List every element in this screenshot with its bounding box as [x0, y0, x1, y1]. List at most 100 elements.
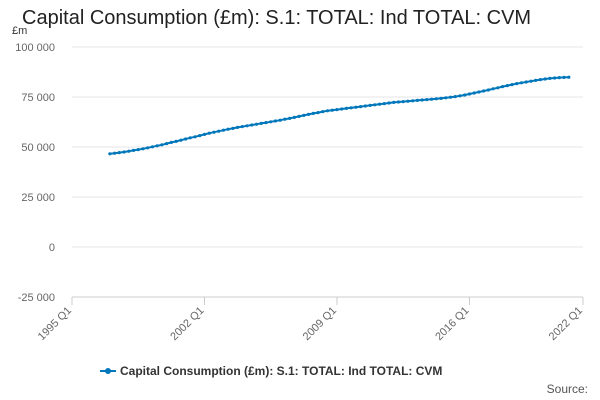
data-point[interactable]	[321, 110, 325, 114]
data-point[interactable]	[146, 146, 150, 150]
data-point[interactable]	[297, 114, 301, 118]
data-point[interactable]	[363, 104, 367, 108]
data-point[interactable]	[150, 145, 155, 149]
data-point[interactable]	[557, 76, 561, 80]
data-point[interactable]	[212, 130, 216, 134]
data-point[interactable]	[302, 113, 306, 117]
data-point[interactable]	[567, 75, 571, 79]
data-point[interactable]	[519, 81, 524, 85]
data-point[interactable]	[174, 139, 178, 143]
data-point[interactable]	[401, 100, 405, 104]
data-point[interactable]	[288, 116, 292, 120]
data-point[interactable]	[273, 119, 278, 123]
data-point[interactable]	[543, 77, 547, 81]
data-point[interactable]	[382, 102, 386, 106]
data-point[interactable]	[344, 106, 349, 110]
data-point[interactable]	[259, 121, 263, 125]
data-point[interactable]	[553, 76, 557, 80]
data-point[interactable]	[165, 142, 169, 146]
data-point[interactable]	[534, 78, 538, 82]
data-point[interactable]	[482, 89, 486, 93]
chart-legend[interactable]: Capital Consumption (£m): S.1: TOTAL: In…	[100, 364, 442, 378]
data-point[interactable]	[359, 105, 363, 109]
data-point[interactable]	[562, 75, 566, 79]
data-point[interactable]	[500, 85, 505, 89]
data-point[interactable]	[368, 103, 372, 107]
data-point[interactable]	[112, 151, 117, 155]
data-point[interactable]	[458, 94, 462, 98]
data-point[interactable]	[240, 125, 244, 129]
data-point[interactable]	[306, 112, 311, 116]
data-point[interactable]	[316, 111, 320, 115]
data-point[interactable]	[538, 78, 543, 82]
data-point[interactable]	[193, 135, 197, 139]
data-point[interactable]	[183, 137, 188, 141]
data-point[interactable]	[169, 140, 173, 144]
data-point[interactable]	[477, 90, 481, 94]
data-point[interactable]	[529, 79, 533, 83]
data-point[interactable]	[406, 99, 410, 103]
data-point[interactable]	[141, 147, 145, 151]
data-point[interactable]	[392, 100, 396, 104]
data-point[interactable]	[340, 107, 344, 111]
data-point[interactable]	[231, 126, 235, 130]
data-point[interactable]	[467, 92, 472, 96]
data-point[interactable]	[127, 149, 131, 153]
data-point[interactable]	[202, 132, 207, 136]
data-point[interactable]	[453, 95, 457, 99]
data-point[interactable]	[250, 123, 254, 127]
data-point[interactable]	[155, 144, 159, 148]
data-point[interactable]	[434, 97, 438, 101]
data-point[interactable]	[349, 106, 353, 110]
data-point[interactable]	[117, 151, 121, 155]
data-point[interactable]	[278, 118, 282, 122]
data-point[interactable]	[496, 86, 500, 90]
data-point[interactable]	[217, 129, 221, 133]
data-point[interactable]	[415, 98, 419, 102]
data-point[interactable]	[377, 102, 382, 106]
data-point[interactable]	[325, 109, 330, 113]
data-point[interactable]	[292, 115, 296, 119]
data-point[interactable]	[179, 138, 183, 142]
data-point[interactable]	[131, 148, 136, 152]
data-point[interactable]	[510, 83, 514, 87]
data-point[interactable]	[221, 128, 226, 132]
data-point[interactable]	[245, 124, 249, 128]
data-point[interactable]	[425, 98, 429, 102]
data-point[interactable]	[160, 143, 164, 147]
data-point[interactable]	[198, 134, 202, 138]
data-point[interactable]	[505, 84, 509, 88]
data-point[interactable]	[448, 95, 453, 99]
data-point[interactable]	[486, 88, 490, 92]
data-point[interactable]	[429, 97, 434, 101]
data-point[interactable]	[188, 136, 192, 140]
data-point[interactable]	[136, 148, 140, 152]
data-point[interactable]	[283, 117, 287, 121]
data-point[interactable]	[411, 99, 415, 103]
data-point[interactable]	[420, 98, 424, 102]
data-point[interactable]	[207, 131, 211, 135]
data-point[interactable]	[354, 105, 358, 109]
data-point[interactable]	[330, 108, 334, 112]
data-point[interactable]	[444, 96, 448, 100]
data-point[interactable]	[108, 152, 112, 156]
data-point[interactable]	[515, 82, 519, 86]
data-point[interactable]	[439, 96, 443, 100]
data-point[interactable]	[264, 121, 268, 125]
data-point[interactable]	[335, 108, 339, 112]
data-point[interactable]	[254, 122, 259, 126]
data-point[interactable]	[548, 76, 552, 80]
data-point[interactable]	[524, 80, 528, 84]
data-point[interactable]	[491, 87, 495, 91]
data-point[interactable]	[236, 125, 240, 129]
data-point[interactable]	[463, 93, 467, 97]
data-point[interactable]	[226, 127, 230, 131]
data-point[interactable]	[269, 120, 273, 124]
data-point[interactable]	[122, 150, 126, 154]
data-point[interactable]	[311, 111, 315, 115]
data-point[interactable]	[387, 101, 391, 105]
data-point[interactable]	[396, 100, 401, 104]
data-point[interactable]	[373, 103, 377, 107]
series-line[interactable]	[108, 76, 570, 155]
data-point[interactable]	[472, 91, 476, 95]
